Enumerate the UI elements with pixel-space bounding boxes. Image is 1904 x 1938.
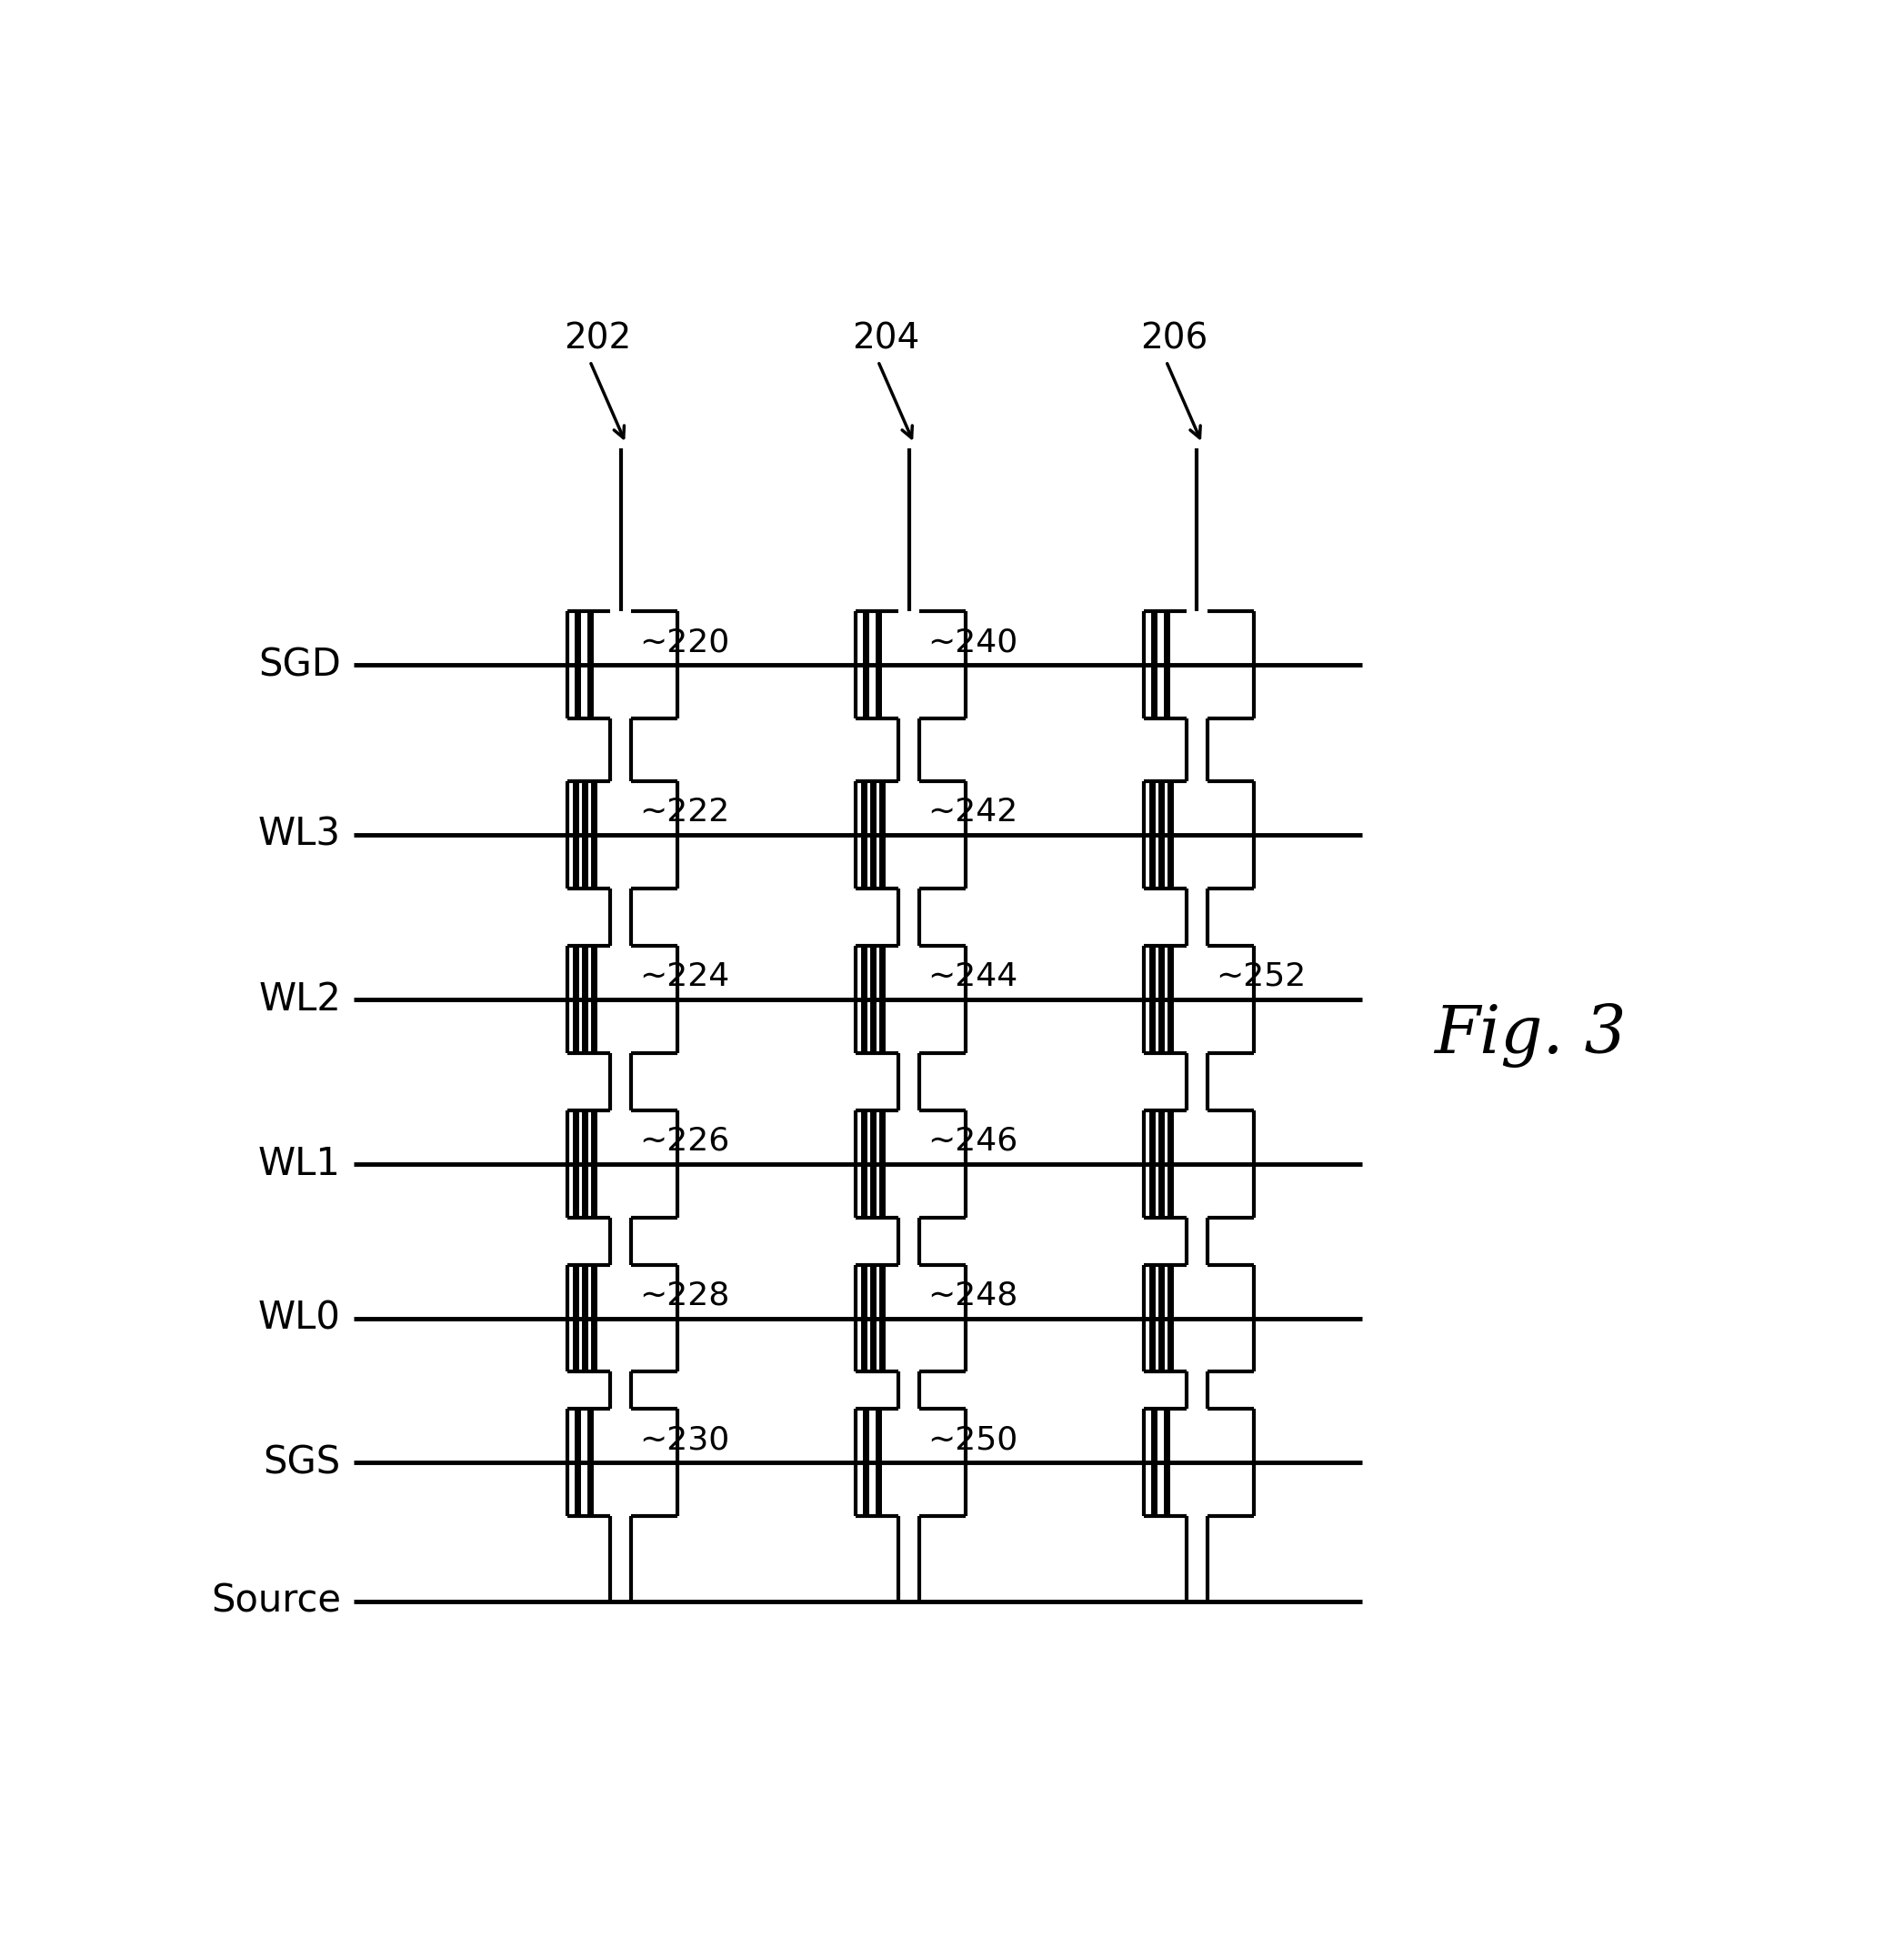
Text: SGS: SGS xyxy=(263,1444,341,1481)
Text: ∼248: ∼248 xyxy=(927,1281,1019,1312)
Text: ∼224: ∼224 xyxy=(640,961,729,992)
Text: ∼244: ∼244 xyxy=(927,961,1017,992)
Text: WL0: WL0 xyxy=(259,1298,341,1337)
Text: ∼220: ∼220 xyxy=(640,626,729,657)
Text: WL1: WL1 xyxy=(259,1145,341,1182)
Text: ∼246: ∼246 xyxy=(927,1126,1017,1157)
Text: ∼228: ∼228 xyxy=(640,1281,729,1312)
Text: ∼242: ∼242 xyxy=(927,797,1017,828)
Text: WL3: WL3 xyxy=(259,816,341,855)
Text: Source: Source xyxy=(211,1581,341,1620)
Text: ∼230: ∼230 xyxy=(640,1424,729,1455)
Text: ∼226: ∼226 xyxy=(640,1126,729,1157)
Text: 204: 204 xyxy=(853,322,920,357)
Text: ∼222: ∼222 xyxy=(640,797,729,828)
Text: Fig. 3: Fig. 3 xyxy=(1434,1004,1626,1068)
Text: 202: 202 xyxy=(564,322,632,357)
Text: SGD: SGD xyxy=(259,645,341,684)
Text: ∼250: ∼250 xyxy=(927,1424,1017,1455)
Text: WL2: WL2 xyxy=(259,981,341,1017)
Text: ∼240: ∼240 xyxy=(927,626,1017,657)
Text: ∼252: ∼252 xyxy=(1215,961,1306,992)
Text: 206: 206 xyxy=(1140,322,1207,357)
